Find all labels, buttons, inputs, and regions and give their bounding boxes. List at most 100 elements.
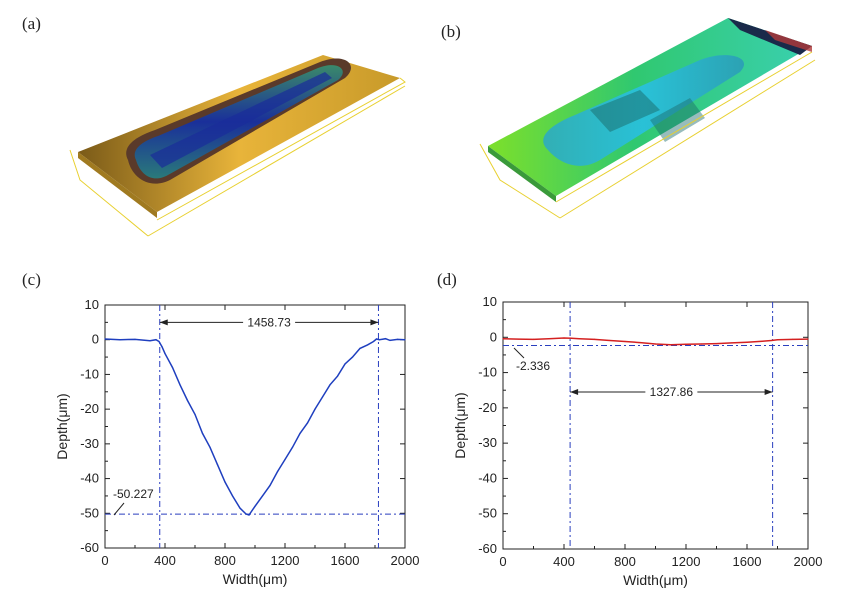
data-point: [532, 338, 535, 341]
data-point: [517, 338, 519, 340]
data-point: [171, 366, 174, 369]
data-point: [359, 347, 361, 349]
x-tick-label: 1200: [672, 554, 701, 569]
width-label: 1458.73: [247, 315, 291, 329]
x-tick-label: 400: [154, 553, 176, 568]
y-tick-label: -20: [80, 401, 99, 416]
data-point: [329, 384, 331, 386]
surface-b-image: [479, 18, 816, 219]
data-point: [158, 340, 160, 343]
data-point: [372, 340, 375, 343]
data-point: [670, 344, 672, 346]
data-point: [306, 422, 309, 424]
y-tick-label: 0: [92, 332, 99, 347]
data-point: [284, 458, 286, 461]
panel-label-b: (b): [441, 22, 461, 41]
panel-label-a: (a): [22, 14, 41, 33]
data-point: [548, 338, 550, 340]
data-point: [639, 341, 641, 344]
data-point: [314, 408, 316, 410]
data-point: [194, 413, 196, 415]
y-tick-label: -40: [80, 471, 99, 486]
data-point: [375, 338, 378, 340]
x-tick-label: 1600: [733, 554, 762, 569]
x-tick-label: 2000: [391, 553, 420, 568]
y-tick-label: -10: [478, 365, 497, 380]
data-point: [269, 484, 271, 487]
y-tick-label: 10: [483, 294, 497, 309]
panel-label-d: (d): [437, 270, 457, 289]
data-point: [351, 356, 354, 358]
x-tick-label: 0: [101, 553, 108, 568]
y-tick-label: -50: [478, 506, 497, 521]
data-point: [239, 507, 241, 509]
data-point: [149, 340, 151, 342]
data-point: [685, 343, 687, 345]
x-tick-label: 800: [614, 554, 636, 569]
data-point: [119, 339, 121, 341]
data-point: [164, 353, 166, 355]
data-point: [254, 505, 256, 507]
data-point: [593, 338, 596, 341]
data-point: [384, 338, 387, 340]
data-point: [389, 339, 391, 342]
y-tick-label: -60: [478, 541, 497, 556]
data-point: [761, 340, 763, 342]
data-point: [746, 341, 748, 343]
y-tick-label: -60: [80, 540, 99, 555]
width-label-bg: [645, 383, 698, 400]
data-point: [299, 432, 301, 435]
width-label: 1327.86: [650, 385, 694, 399]
depth-label: -2.336: [516, 359, 550, 373]
y-tick-label: -30: [478, 435, 497, 450]
depth-label: -50.227: [113, 487, 154, 501]
data-point: [502, 338, 504, 340]
y-axis-label: Depth(μm): [54, 393, 70, 459]
data-point: [715, 343, 718, 345]
arrowhead-left: [159, 319, 168, 326]
data-point: [248, 514, 250, 516]
arrowhead-left: [570, 388, 579, 395]
x-tick-label: 1200: [271, 553, 300, 568]
data-point: [578, 338, 580, 340]
data-point: [161, 346, 163, 348]
data-point: [134, 338, 136, 340]
data-point: [792, 338, 794, 341]
data-point: [209, 446, 211, 448]
data-point: [396, 338, 399, 340]
data-point: [366, 344, 369, 346]
data-point: [776, 339, 779, 341]
data-point: [216, 464, 219, 466]
data-point: [770, 339, 773, 342]
depth-leader: [513, 347, 525, 359]
data-point: [245, 513, 247, 515]
data-point: [807, 338, 809, 340]
surface-a-image: [69, 55, 406, 237]
y-tick-label: 10: [85, 297, 99, 312]
data-point: [654, 343, 657, 345]
y-tick-label: -10: [80, 366, 99, 381]
x-tick-label: 800: [214, 553, 236, 568]
x-tick-label: 2000: [794, 554, 823, 569]
x-tick-label: 1600: [331, 553, 360, 568]
y-tick-label: -50: [80, 505, 99, 520]
y-tick-label: -30: [80, 436, 99, 451]
data-point: [231, 495, 234, 497]
data-point: [224, 481, 226, 483]
arrowhead-right: [370, 319, 379, 326]
x-tick-label: 400: [553, 554, 575, 569]
data-point: [179, 384, 181, 386]
y-tick-label: -20: [478, 400, 497, 415]
data-point: [344, 363, 346, 365]
depth-leader: [113, 502, 125, 516]
data-point: [404, 339, 406, 341]
data-point: [291, 446, 294, 448]
x-axis-label: Width(μm): [623, 572, 688, 588]
data-point: [563, 337, 565, 339]
y-tick-label: 0: [490, 329, 497, 344]
data-point: [155, 339, 157, 341]
data-point: [276, 471, 279, 473]
data-point: [321, 396, 324, 398]
